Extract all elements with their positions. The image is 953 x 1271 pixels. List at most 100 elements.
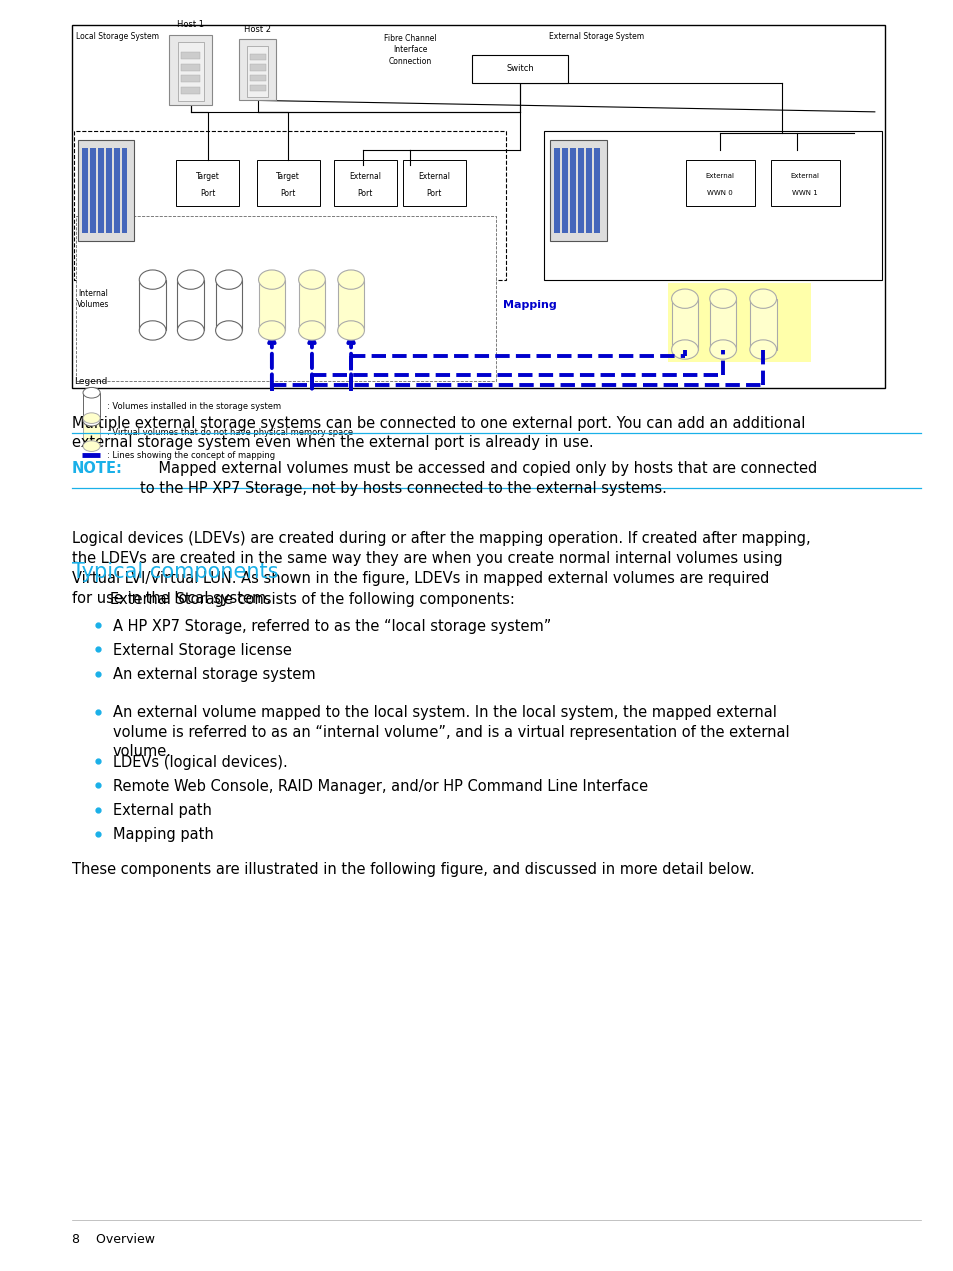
Text: Multiple external storage systems can be connected to one external port. You can: Multiple external storage systems can be… [71,416,804,450]
Ellipse shape [671,289,698,309]
Ellipse shape [139,269,166,290]
Text: Mapping path: Mapping path [112,827,213,843]
Bar [402,160,465,206]
Text: Typical components: Typical components [71,562,277,582]
Ellipse shape [177,320,204,341]
Bar [82,147,89,234]
Bar [334,160,396,206]
Text: Legend: Legend [74,377,108,386]
Bar [585,147,592,234]
Bar [569,147,576,234]
Text: Host 1: Host 1 [177,20,204,29]
Text: : Lines showing the concept of mapping: : Lines showing the concept of mapping [107,450,274,460]
Bar [76,216,496,381]
Bar [549,140,606,241]
Bar [250,55,265,60]
Text: Internal
Volumes: Internal Volumes [77,289,110,309]
Ellipse shape [83,441,100,451]
Bar [578,147,583,234]
Bar [709,299,736,350]
Ellipse shape [337,269,364,290]
Text: : Volumes installed in the storage system: : Volumes installed in the storage syste… [107,402,281,412]
Bar [181,75,200,83]
Text: External: External [417,172,450,180]
Bar [250,75,265,81]
Bar [553,147,559,234]
Text: Logical devices (LDEVs) are created during or after the mapping operation. If cr: Logical devices (LDEVs) are created duri… [71,531,809,606]
Bar [256,160,319,206]
Ellipse shape [215,320,242,341]
Bar [594,147,599,234]
Ellipse shape [709,339,736,360]
Ellipse shape [83,416,100,426]
Text: Mapped external volumes must be accessed and copied only by hosts that are conne: Mapped external volumes must be accessed… [140,461,817,496]
Ellipse shape [83,388,100,398]
Ellipse shape [215,269,242,290]
Bar [239,39,275,100]
Bar [770,160,839,206]
Ellipse shape [258,269,285,290]
Text: These components are illustrated in the following figure, and discussed in more : These components are illustrated in the … [71,862,754,877]
Ellipse shape [258,320,285,341]
Bar [83,393,100,421]
Bar [181,64,200,71]
Text: External: External [705,173,734,179]
Bar [74,131,505,280]
Text: An external volume mapped to the local system. In the local system, the mapped e: An external volume mapped to the local s… [112,705,788,759]
Bar [181,52,200,58]
Text: Host 2: Host 2 [244,25,271,34]
Ellipse shape [749,339,776,360]
Text: Switch: Switch [505,64,534,74]
Ellipse shape [337,320,364,341]
Bar [91,147,96,234]
Ellipse shape [749,289,776,309]
Ellipse shape [709,289,736,309]
Bar [106,147,112,234]
Text: External Storage license: External Storage license [112,643,292,658]
Bar [98,147,104,234]
Text: Local Storage System: Local Storage System [76,32,159,41]
Bar [247,46,268,98]
Text: An external storage system: An external storage system [112,667,314,683]
Bar [250,85,265,92]
Text: Target: Target [195,172,220,180]
Bar [258,280,285,330]
Bar [472,55,567,83]
Bar [667,283,810,362]
Ellipse shape [671,339,698,360]
Text: Port: Port [200,188,215,197]
Bar [749,299,776,350]
Text: Target: Target [275,172,300,180]
Text: Fibre Channel
Interface
Connection: Fibre Channel Interface Connection [383,34,436,66]
Bar [298,280,325,330]
Text: WWN 1: WWN 1 [792,191,817,196]
Ellipse shape [177,269,204,290]
Text: External Storage System: External Storage System [548,32,643,41]
Bar [181,88,200,94]
Text: External: External [349,172,381,180]
Ellipse shape [298,269,325,290]
Bar [561,147,567,234]
Bar [685,160,754,206]
Bar [170,36,213,105]
Text: Port: Port [426,188,441,197]
Bar [113,147,119,234]
Ellipse shape [139,320,166,341]
Bar [543,131,882,280]
Bar [671,299,698,350]
Text: External path: External path [112,803,212,819]
Bar [121,147,128,234]
Ellipse shape [83,413,100,423]
Text: External: External [790,173,819,179]
Text: Mapping: Mapping [502,300,556,310]
Bar [139,280,166,330]
Bar [250,65,265,70]
Ellipse shape [298,320,325,341]
Text: : Virtual volumes that do not have physical memory space: : Virtual volumes that do not have physi… [107,427,353,437]
Text: A HP XP7 Storage, referred to as the “local storage system”: A HP XP7 Storage, referred to as the “lo… [112,619,551,634]
Bar [215,280,242,330]
Bar [337,280,364,330]
Text: External Storage consists of the following components:: External Storage consists of the followi… [110,592,514,608]
Text: 8    Overview: 8 Overview [71,1233,154,1246]
Bar [177,42,203,102]
